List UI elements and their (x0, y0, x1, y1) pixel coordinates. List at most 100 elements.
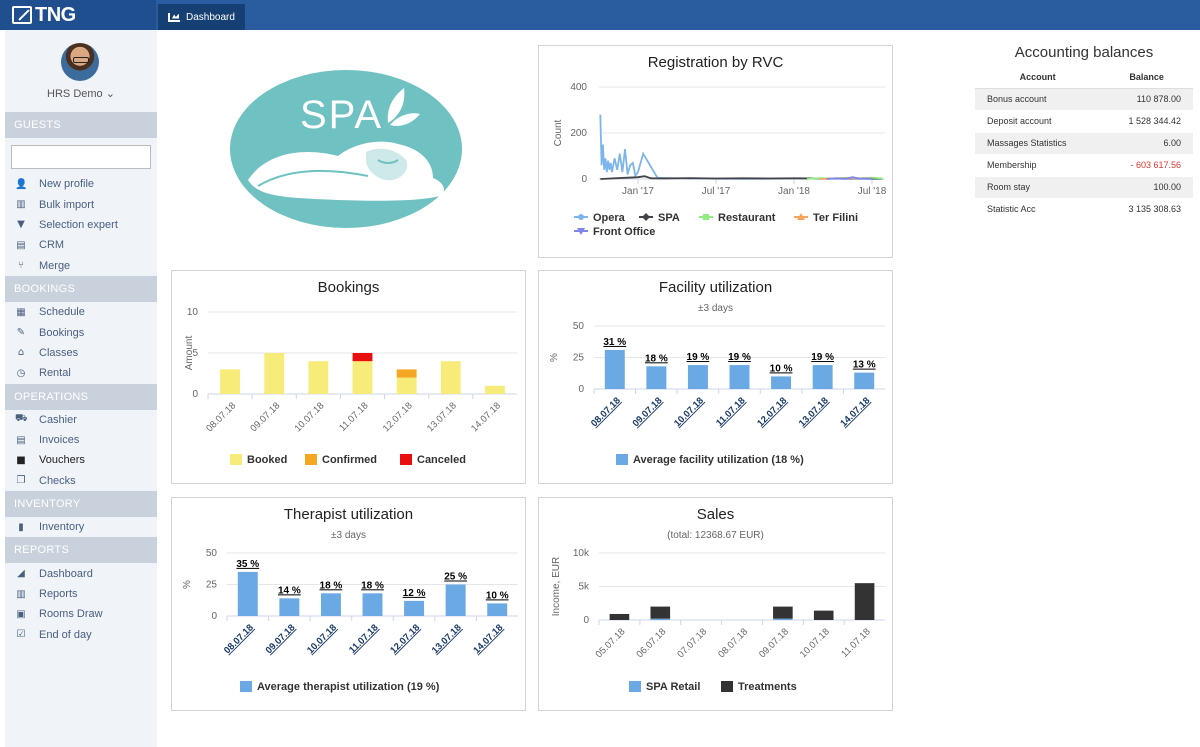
sidebar-item-merge[interactable]: ⑂ Merge (5, 256, 157, 276)
guest-search-input[interactable] (11, 145, 151, 169)
tab-dashboard[interactable]: Dashboard (158, 4, 245, 30)
legend-item: Confirmed (322, 454, 377, 466)
balance-cell: 110 878.00 (1100, 88, 1193, 111)
series-line-opera (599, 114, 883, 180)
bar-average (854, 372, 875, 389)
sidebar-item-label: Schedule (39, 306, 85, 319)
sidebar-item-rental[interactable]: ◷ Rental (5, 363, 157, 383)
check-square-icon: ☑ (16, 629, 26, 641)
facility-chart-title: Facility utilization (658, 279, 773, 296)
rvc-chart-card: Registration by RVC 0 200 400 Count Jan '17 J… (538, 45, 893, 258)
sidebar-item-schedule[interactable]: ▦ Schedule (5, 302, 157, 322)
sidebar-item-new-profile[interactable]: 👤 New profile (5, 174, 157, 194)
x-tick-label: 08.07.18 (716, 626, 750, 660)
sidebar-item-cashier[interactable]: ⛟ Cashier (5, 410, 157, 430)
bar-treatments (813, 610, 834, 620)
y-axis-label: Count (553, 119, 564, 146)
x-tick-label: 10.07.18 (293, 400, 327, 434)
sidebar-item-invoices[interactable]: ▤ Invoices (5, 430, 157, 450)
y-tick-label: 10 (187, 307, 199, 318)
leaf-icon (387, 88, 420, 126)
facility-chart: 0 25 50% 08.07.18 31 % 09.07.18 18 % 10.07.18 19… (549, 321, 885, 466)
x-tick-label: 08.07.18 (222, 622, 256, 656)
logo-mark-icon (12, 6, 32, 24)
accounting-table: Account Balance Bonus account 110 878.00 D… (975, 66, 1193, 221)
sidebar-item-bulk-import[interactable]: ▥ Bulk import (5, 194, 157, 214)
sales-chart: 0 5k 10k Income, EUR 05.07.18 06.07.18 07.07.1… (551, 548, 885, 693)
x-tick-label: 11.07.18 (714, 395, 748, 429)
data-label: 13 % (853, 360, 876, 371)
merge-icon: ⑂ (18, 260, 24, 272)
app-logo[interactable]: TNG (0, 0, 156, 30)
avatar[interactable] (61, 43, 99, 81)
logo-text: TNG (35, 3, 76, 26)
sidebar-item-end-of-day[interactable]: ☑ End of day (5, 625, 157, 645)
user-name[interactable]: HRS Demo ⌄ (47, 88, 115, 100)
area-chart-icon (168, 12, 180, 22)
data-label: 18 % (645, 353, 668, 364)
balance-cell: 1 528 344.42 (1100, 110, 1193, 133)
bar-booked (352, 361, 373, 394)
legend-swatch (721, 681, 733, 692)
sidebar-item-inventory[interactable]: ▮ Inventory (5, 517, 157, 537)
sidebar-item-vouchers[interactable]: ■ Vouchers (5, 450, 157, 470)
x-tick-label: 13.07.18 (425, 400, 459, 434)
therapist-chart-title: Therapist utilization (283, 506, 414, 523)
tab-dashboard-label: Dashboard (186, 11, 235, 23)
data-label: 14 % (278, 585, 301, 596)
bar-booked (440, 361, 461, 394)
bar-average (487, 603, 508, 616)
x-tick-label: 09.07.18 (264, 622, 298, 656)
column-header-balance: Balance (1100, 66, 1193, 89)
sidebar-item-classes[interactable]: ⌂ Classes (5, 343, 157, 363)
legend-swatch (240, 681, 252, 692)
table-row: Bonus account 110 878.00 (975, 88, 1193, 111)
data-label: 10 % (770, 363, 793, 374)
table-row: Massages Statistics 6.00 (975, 132, 1193, 155)
account-cell: Membership (975, 154, 1101, 177)
y-tick-label: 50 (573, 321, 585, 332)
user-profile[interactable]: HRS Demo ⌄ (5, 30, 157, 112)
sidebar-item-label: Bookings (39, 326, 85, 339)
x-tick-label: 13.07.18 (430, 622, 464, 656)
y-tick-label: 10k (573, 548, 590, 559)
data-label: 19 % (728, 352, 751, 363)
bookings-chart: 0 5 10 Amount 08.07.18 09.07.18 10.07.18 11.07.… (184, 307, 517, 466)
sidebar-item-reports[interactable]: ▥ Reports (5, 584, 157, 604)
account-cell: Statistic Acc (975, 198, 1101, 221)
section-head-guests: GUESTS (5, 112, 157, 138)
sales-chart-card: Sales (total: 12368.67 EUR) 0 5k 10k Income… (538, 497, 893, 711)
sidebar-item-crm[interactable]: ▤ CRM (5, 235, 157, 255)
x-tick-label: 13.07.18 (797, 395, 831, 429)
bar-average (604, 349, 625, 389)
y-tick-label: 50 (206, 548, 218, 559)
account-cell: Massages Statistics (975, 132, 1101, 155)
x-tick-label: Jan '17 (622, 186, 654, 197)
sidebar-item-selection-expert[interactable]: ▼ Selection expert (5, 215, 157, 235)
rvc-chart-title: Registration by RVC (647, 54, 784, 71)
legend-item: Restaurant (718, 212, 776, 224)
sidebar-item-label: End of day (39, 628, 92, 641)
sales-chart-subtitle: (total: 12368.67 EUR) (667, 530, 764, 541)
x-tick-label: 12.07.18 (755, 395, 789, 429)
data-label: 31 % (603, 337, 626, 348)
legend-item: Treatments (738, 681, 797, 693)
sidebar-item-bookings[interactable]: ✎ Bookings (5, 322, 157, 342)
bar-canceled (352, 353, 373, 362)
data-label: 19 % (687, 352, 710, 363)
sidebar-item-label: Classes (39, 346, 79, 359)
bookings-chart-card: Bookings 0 5 10 Amount 08.07.18 09.07.18 10.07… (171, 270, 526, 484)
sidebar-item-dashboard[interactable]: ◢ Dashboard (5, 563, 157, 583)
legend-marker (797, 213, 805, 220)
data-label: 10 % (486, 590, 509, 601)
x-tick-label: 14.07.18 (469, 400, 503, 434)
sidebar-item-label: Selection expert (39, 218, 118, 231)
x-tick-label: Jul '18 (858, 186, 887, 197)
sidebar-item-checks[interactable]: ❐ Checks (5, 471, 157, 491)
sidebar-item-rooms-draw[interactable]: ▣ Rooms Draw (5, 604, 157, 624)
bar-confirmed (396, 369, 417, 378)
balance-cell: 100.00 (1100, 176, 1193, 199)
sidebar-item-label: Bulk import (39, 198, 95, 211)
x-tick-label: 14.07.18 (471, 622, 505, 656)
data-label: 25 % (444, 572, 467, 583)
